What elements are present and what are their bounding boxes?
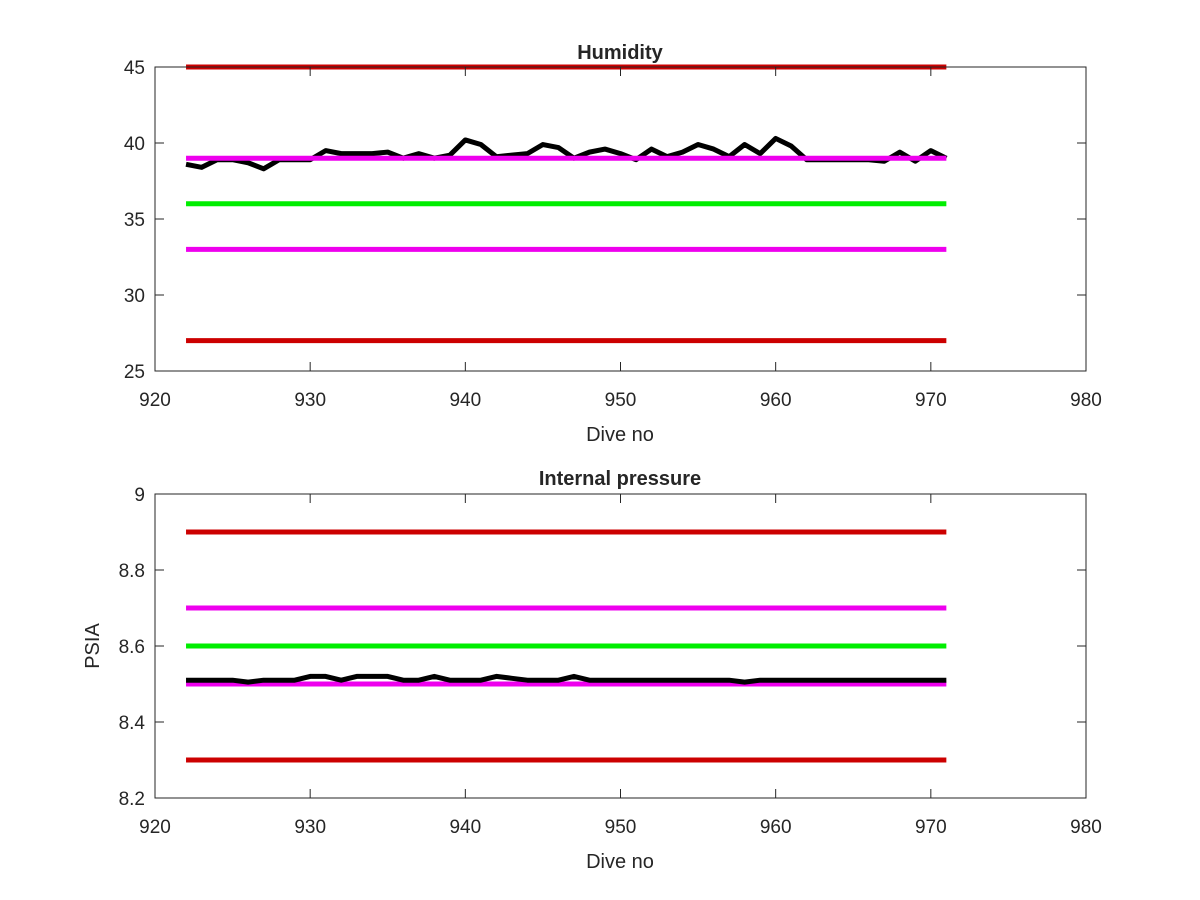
pressure-y-axis-label: PSIA <box>82 623 104 669</box>
humidity-series-group <box>185 64 948 344</box>
pressure-series-line-5 <box>186 673 947 685</box>
pressure-y-tick-label: 8.4 <box>119 713 146 734</box>
humidity-y-tick-label: 35 <box>124 210 145 231</box>
pressure-subplot: Internal pressure 920 930 940 950 960 970 980 8… <box>82 468 1102 873</box>
pressure-x-tick-label: 940 <box>449 817 481 838</box>
humidity-x-tick-label: 970 <box>915 390 947 411</box>
humidity-x-tick-label: 930 <box>294 390 326 411</box>
pressure-x-axis-label: Dive no <box>586 851 654 873</box>
pressure-y-tick-label: 9 <box>134 485 145 506</box>
humidity-x-tick-label: 960 <box>760 390 792 411</box>
humidity-subplot: Humidity 920 930 940 950 960 970 980 25 30 35 40 45… <box>124 42 1102 446</box>
humidity-series-line-4 <box>185 135 948 172</box>
humidity-chart-title: Humidity <box>577 42 663 64</box>
humidity-x-tick-label: 920 <box>139 390 171 411</box>
humidity-y-tick-label: 40 <box>124 134 145 155</box>
pressure-y-tick-label: 8.6 <box>119 637 145 658</box>
humidity-ticks: 920 930 940 950 960 970 980 25 30 35 40 45 <box>124 58 1102 411</box>
humidity-y-tick-label: 30 <box>124 286 145 307</box>
humidity-x-tick-label: 940 <box>449 390 481 411</box>
pressure-x-tick-label: 950 <box>605 817 637 838</box>
pressure-x-tick-label: 960 <box>760 817 792 838</box>
humidity-x-tick-label: 950 <box>605 390 637 411</box>
humidity-y-tick-label: 25 <box>124 362 145 383</box>
pressure-ticks: 920 930 940 950 960 970 980 8.2 8.4 8.6 8.8 9 <box>119 485 1102 838</box>
pressure-chart-title: Internal pressure <box>539 468 701 490</box>
humidity-y-tick-label: 45 <box>124 58 145 79</box>
pressure-y-tick-label: 8.8 <box>119 561 145 582</box>
humidity-x-axis-label: Dive no <box>586 424 654 446</box>
pressure-x-tick-label: 920 <box>139 817 171 838</box>
humidity-x-tick-label: 980 <box>1070 390 1102 411</box>
pressure-series-group <box>186 529 947 763</box>
pressure-x-tick-label: 980 <box>1070 817 1102 838</box>
pressure-x-tick-label: 930 <box>294 817 326 838</box>
humidity-axes-frame <box>154 66 1087 372</box>
pressure-x-tick-label: 970 <box>915 817 947 838</box>
pressure-y-tick-label: 8.2 <box>119 789 145 810</box>
